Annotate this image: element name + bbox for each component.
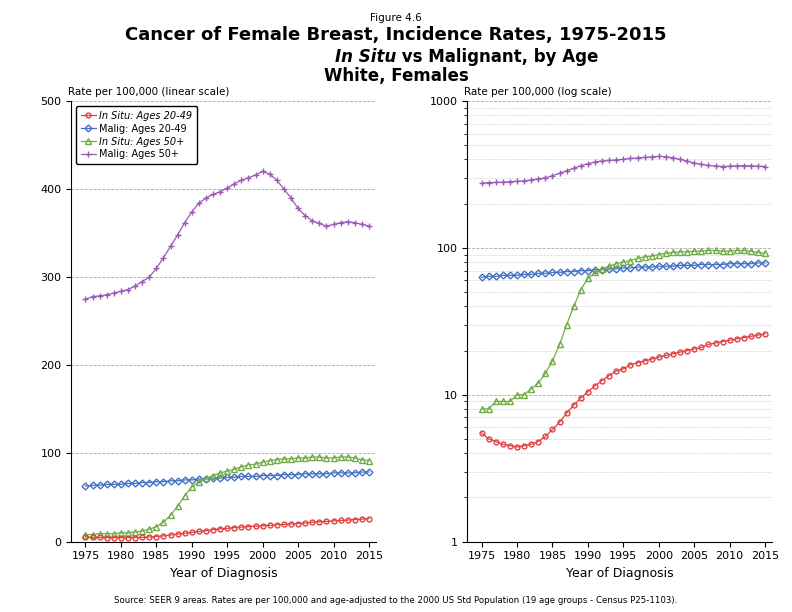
Text: In Situ: In Situ [335,48,396,65]
Text: vs Malignant, by Age: vs Malignant, by Age [396,48,599,65]
Text: Cancer of Female Breast, Incidence Rates, 1975-2015: Cancer of Female Breast, Incidence Rates… [125,26,667,44]
Text: Rate per 100,000 (linear scale): Rate per 100,000 (linear scale) [68,86,230,97]
Text: Rate per 100,000 (log scale): Rate per 100,000 (log scale) [464,86,612,97]
Text: White, Females: White, Females [324,67,468,85]
X-axis label: Year of Diagnosis: Year of Diagnosis [566,567,674,580]
Text: Source: SEER 9 areas. Rates are per 100,000 and age-adjusted to the 2000 US Std : Source: SEER 9 areas. Rates are per 100,… [114,595,678,605]
Legend: In Situ: Ages 20-49, Malig: Ages 20-49, In Situ: Ages 50+, Malig: Ages 50+: In Situ: Ages 20-49, Malig: Ages 20-49, … [76,106,197,164]
X-axis label: Year of Diagnosis: Year of Diagnosis [169,567,277,580]
Text: Figure 4.6: Figure 4.6 [370,13,422,23]
